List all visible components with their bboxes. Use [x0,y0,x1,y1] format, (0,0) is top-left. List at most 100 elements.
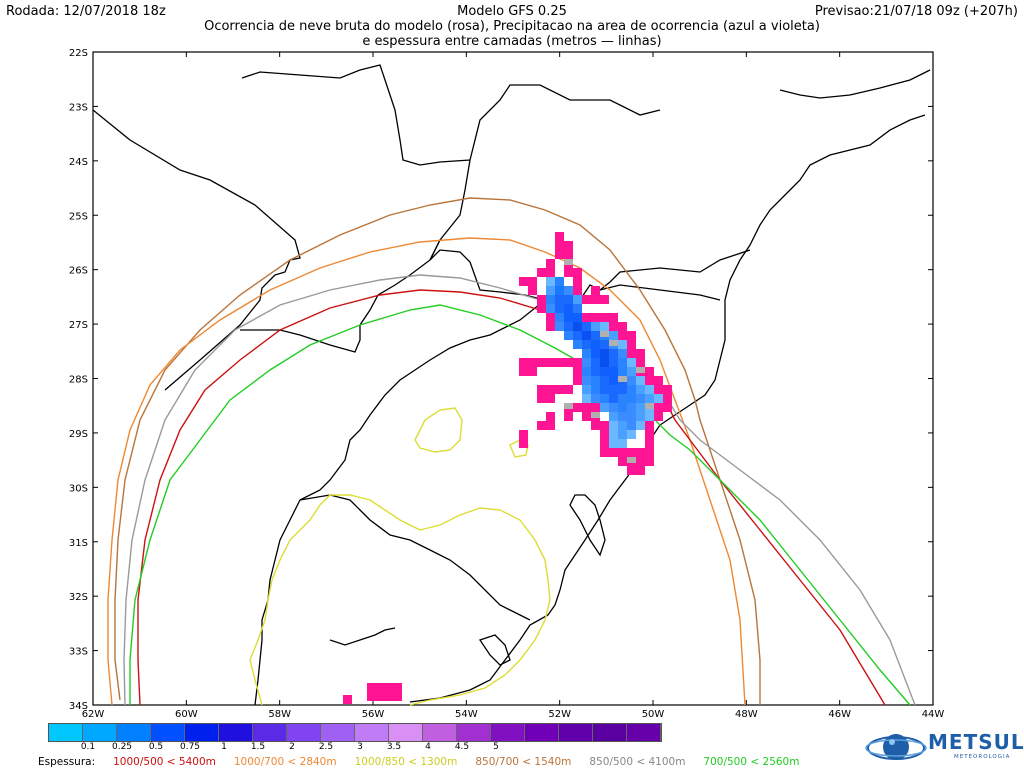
snow-cell [564,385,573,394]
border-rs-argentina [299,299,546,501]
colorbar-swatch [219,724,253,741]
snow-cell [636,358,645,367]
precip-cell [609,331,618,340]
snow-cell [636,349,645,358]
thickness-contours [107,197,916,706]
mixed-cell [618,376,627,382]
precip-cell [591,349,600,358]
snow-cell [546,385,555,394]
snow-cell [573,367,582,376]
precip-cell [591,394,600,403]
colorbar-label: 3 [357,742,363,752]
snow-cell [645,457,654,466]
lat-label: 22S [69,48,88,59]
colorbar-swatch [491,724,525,741]
contour-1000-850-west [249,494,551,706]
snow-cell [636,457,645,466]
snow-cell [645,376,654,385]
snow-cell [537,268,546,277]
precip-cell [573,313,582,322]
lon-label: 56W [362,709,385,720]
snow-cell [654,412,663,421]
contour-1000-500 [137,289,886,706]
snow-cell [645,439,654,448]
precip-cell [564,286,573,295]
mixed-cell [636,367,645,373]
precip-cell [555,322,564,331]
snow-cell [573,403,582,412]
snow-cell [528,358,537,367]
snow-cell [528,277,537,286]
precip-cell [582,358,591,367]
colorbar-swatch [185,724,219,741]
thickness-legend-item: 850/700 < 1540m [475,756,572,768]
precip-cell [627,385,636,394]
colorbar-label: 5 [493,742,499,752]
run-time: Rodada: 12/07/2018 18z [6,4,166,19]
lon-label: 44W [922,709,945,720]
precip-cell [609,385,618,394]
snow-cell [663,385,672,394]
precip-cell [573,340,582,349]
snow-cell [555,250,564,259]
snow-cell [600,421,609,430]
precip-cell [627,394,636,403]
snow-cell [627,340,636,349]
contour-1000-700 [107,237,746,706]
snow-cell [591,295,600,304]
border-paraguay-brazil [240,159,471,353]
precip-cell [636,412,645,421]
map-ticks [92,51,934,706]
precip-cell [618,385,627,394]
subtitle-line-2: e espessura entre camadas (metros — linh… [362,34,662,49]
colorbar-label: 2 [289,742,295,752]
snow-cell [582,295,591,304]
precip-cell [618,349,627,358]
snow-cell [573,358,582,367]
precip-cell [609,367,618,376]
snow-cell [645,430,654,439]
thickness-legend-item: 1000/500 < 5400m [113,756,216,768]
snow-cell [519,439,528,448]
snow-cell [564,358,573,367]
precip-cell [618,340,627,349]
precip-cell [555,286,564,295]
border-argentina-paraguay [429,239,546,301]
precip-cell [582,367,591,376]
snow-cell [618,457,627,466]
precip-cell [573,322,582,331]
lon-label: 46W [828,709,851,720]
snow-cell [618,448,627,457]
snow-cell [537,394,546,403]
snow-cell [528,286,537,295]
snow-cell [519,367,528,376]
logo-subtitle: METEOROLOGIA [954,754,1011,760]
snow-cell [546,412,555,421]
precip-cell [546,286,555,295]
precip-cell [582,340,591,349]
snow-cell [654,376,663,385]
precip-cell [618,421,627,430]
snow-cell [582,313,591,322]
snow-cell [591,403,600,412]
precip-cell [573,295,582,304]
mixed-cell [564,259,573,265]
colorbar-label: 0.25 [111,742,133,752]
snow-cell [546,394,555,403]
precip-cell [582,331,591,340]
snow-cell [343,695,352,704]
colorbar-swatch [287,724,321,741]
snow-cell [618,331,627,340]
lat-label: 33S [69,647,88,658]
lat-label: 23S [69,102,88,113]
precip-cell [600,376,609,385]
lat-label: 24S [69,157,88,168]
snow-cell [609,322,618,331]
precip-cell [609,358,618,367]
snow-cell [573,277,582,286]
snow-cell [663,394,672,403]
colorbar-label: 2.5 [318,742,334,752]
colorbar-swatch [593,724,627,741]
uruguay-river-mouth [329,627,396,646]
snow-cell [645,367,654,376]
